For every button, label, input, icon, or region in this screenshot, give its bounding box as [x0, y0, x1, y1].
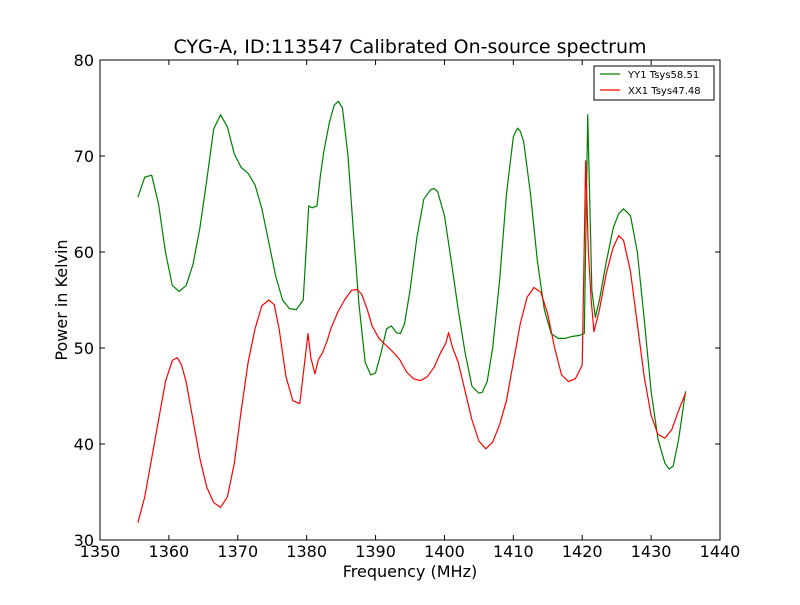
plot-area: [100, 60, 720, 540]
series-line-yy1: [137, 100, 687, 470]
chart-title: CYG-A, ID:113547 Calibrated On-source sp…: [173, 36, 646, 58]
y-tick-label-40: 40: [74, 435, 94, 454]
y-tick-label-60: 60: [74, 243, 94, 262]
x-tick-label-1360: 1360: [149, 542, 190, 561]
x-tick-label-1370: 1370: [217, 542, 258, 561]
y-tick-label-70: 70: [74, 147, 94, 166]
legend-label-yy1: YY1 Tsys58.51: [627, 70, 699, 81]
legend: YY1 Tsys58.51 XX1 Tsys47.48: [593, 65, 715, 101]
legend-label-xx1: XX1 Tsys47.48: [628, 86, 701, 97]
x-tick-label-1440: 1440: [700, 542, 741, 561]
x-tick-label-1420: 1420: [562, 542, 603, 561]
y-tick-label-80: 80: [74, 51, 94, 70]
axis-ticks: 1350 1360 1370 1380 1390 1400 1410 1420 1430 1440…: [74, 51, 741, 561]
x-tick-label-1350: 1350: [80, 542, 121, 561]
y-tick-label-30: 30: [74, 531, 94, 550]
x-tick-label-1410: 1410: [493, 542, 534, 561]
x-tick-label-1390: 1390: [355, 542, 396, 561]
plot-frame: [99, 59, 721, 541]
series-lines: [137, 100, 687, 523]
legend-box: [593, 65, 715, 101]
x-tick-label-1430: 1430: [631, 542, 672, 561]
x-tick-label-1400: 1400: [424, 542, 465, 561]
y-axis-title: Power in Kelvin: [52, 239, 71, 360]
series-line-xx1: [137, 160, 687, 523]
x-tick-label-1380: 1380: [286, 542, 327, 561]
y-tick-label-50: 50: [74, 339, 94, 358]
x-axis-title: Frequency (MHz): [343, 562, 477, 581]
